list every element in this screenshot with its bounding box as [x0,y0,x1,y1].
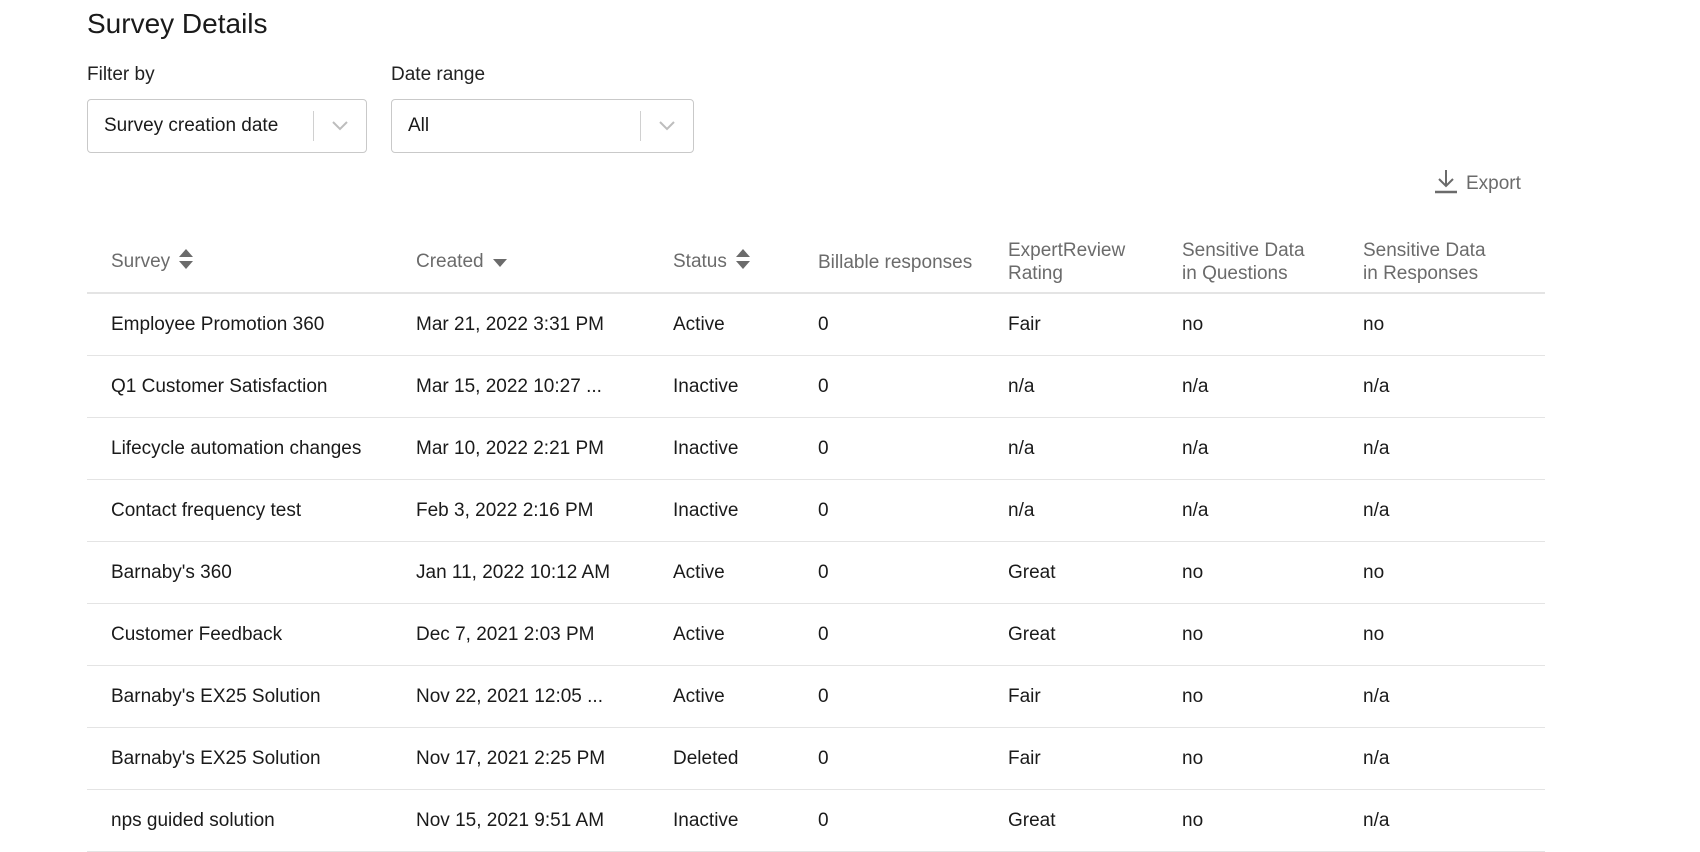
status-cell: Active [673,603,818,666]
chevron-down-icon[interactable] [314,120,366,132]
sensitive-data-questions-cell: n/a [1182,355,1363,418]
sensitive-data-questions-cell: no [1182,541,1363,604]
filter-by-label: Filter by [87,64,155,85]
table-row[interactable]: Barnaby's EX25 Solution Nov 22, 2021 12:0… [87,665,1545,728]
column-header-billable: Billable responses [818,232,1008,294]
table-header-row: Survey Created Status Billable responses… [87,232,1545,294]
sort-icon [735,248,751,276]
sort-icon [178,248,194,276]
sensitive-data-responses-cell: n/a [1363,355,1545,418]
table-row[interactable]: Q1 Customer Satisfaction Mar 15, 2022 10:… [87,355,1545,418]
billable-responses-cell: 0 [818,417,1008,480]
sort-descending-icon [492,251,508,274]
expert-review-rating-cell: n/a [1008,355,1182,418]
sensitive-data-questions-cell: no [1182,789,1363,852]
sensitive-data-responses-cell: n/a [1363,417,1545,480]
status-cell: Active [673,293,818,356]
billable-responses-cell: 0 [818,479,1008,542]
sensitive-data-questions-cell: no [1182,603,1363,666]
expert-review-rating-cell: Great [1008,603,1182,666]
created-date-cell: Nov 22, 2021 12:05 ... [416,665,673,728]
export-button[interactable]: Export [1434,168,1521,200]
survey-name-cell: Barnaby's EX25 Solution [87,665,416,728]
survey-name-cell: Employee Promotion 360 [87,293,416,356]
column-header-sensitive-questions: Sensitive Data in Questions [1182,232,1363,294]
survey-name-cell: Barnaby's EX25 Solution [87,727,416,790]
sensitive-data-questions-cell: no [1182,293,1363,356]
status-cell: Inactive [673,417,818,480]
page-title: Survey Details [87,8,268,39]
sensitive-data-responses-cell: n/a [1363,727,1545,790]
sensitive-data-responses-cell: no [1363,293,1545,356]
created-date-cell: Mar 21, 2022 3:31 PM [416,293,673,356]
expert-review-rating-cell: Great [1008,541,1182,604]
sensitive-data-questions-cell: no [1182,727,1363,790]
download-icon [1434,168,1458,200]
select-divider [640,111,641,141]
survey-name-cell: Contact frequency test [87,479,416,542]
expert-review-rating-cell: Great [1008,789,1182,852]
status-cell: Inactive [673,789,818,852]
table-row[interactable]: Barnaby's EX25 Solution Nov 17, 2021 2:25… [87,727,1545,790]
survey-name-cell: Barnaby's 360 [87,541,416,604]
table-row[interactable]: nps guided solution Nov 15, 2021 9:51 AM I… [87,789,1545,852]
status-cell: Deleted [673,727,818,790]
sensitive-data-responses-cell: n/a [1363,789,1545,852]
billable-responses-cell: 0 [818,293,1008,356]
sensitive-data-questions-cell: n/a [1182,417,1363,480]
created-date-cell: Mar 10, 2022 2:21 PM [416,417,673,480]
date-range-value: All [408,115,430,136]
date-range-select[interactable]: All [391,99,694,153]
expert-review-rating-cell: Fair [1008,727,1182,790]
filter-by-select[interactable]: Survey creation date [87,99,367,153]
column-header-sensitive-responses: Sensitive Data in Responses [1363,232,1545,294]
table-row[interactable]: Employee Promotion 360 Mar 21, 2022 3:31 … [87,293,1545,356]
expert-review-rating-cell: Fair [1008,665,1182,728]
billable-responses-cell: 0 [818,665,1008,728]
status-cell: Inactive [673,355,818,418]
survey-name-cell: Customer Feedback [87,603,416,666]
expert-review-rating-cell: Fair [1008,293,1182,356]
chevron-down-icon[interactable] [641,120,693,132]
date-range-label: Date range [391,64,486,85]
table-row[interactable]: Customer Feedback Dec 7, 2021 2:03 PM Acti… [87,603,1545,666]
created-date-cell: Jan 11, 2022 10:12 AM [416,541,673,604]
created-date-cell: Nov 17, 2021 2:25 PM [416,727,673,790]
billable-responses-cell: 0 [818,355,1008,418]
sensitive-data-responses-cell: no [1363,541,1545,604]
sensitive-data-responses-cell: n/a [1363,665,1545,728]
survey-name-cell: nps guided solution [87,789,416,852]
sensitive-data-questions-cell: n/a [1182,479,1363,542]
status-cell: Active [673,665,818,728]
billable-responses-cell: 0 [818,541,1008,604]
billable-responses-cell: 0 [818,727,1008,790]
export-label: Export [1466,173,1521,194]
table-row[interactable]: Contact frequency test Feb 3, 2022 2:16 P… [87,479,1545,542]
sensitive-data-questions-cell: no [1182,665,1363,728]
filter-by-value: Survey creation date [104,115,279,136]
sensitive-data-responses-cell: n/a [1363,479,1545,542]
created-date-cell: Mar 15, 2022 10:27 ... [416,355,673,418]
column-header-status[interactable]: Status [673,232,818,294]
billable-responses-cell: 0 [818,789,1008,852]
select-divider [313,111,314,141]
expert-review-rating-cell: n/a [1008,479,1182,542]
billable-responses-cell: 0 [818,603,1008,666]
created-date-cell: Nov 15, 2021 9:51 AM [416,789,673,852]
survey-name-cell: Q1 Customer Satisfaction [87,355,416,418]
status-cell: Inactive [673,479,818,542]
survey-name-cell: Lifecycle automation changes [87,417,416,480]
column-header-expert-review: ExpertReview Rating [1008,232,1182,294]
created-date-cell: Dec 7, 2021 2:03 PM [416,603,673,666]
status-cell: Active [673,541,818,604]
expert-review-rating-cell: n/a [1008,417,1182,480]
table-row[interactable]: Lifecycle automation changes Mar 10, 2022… [87,417,1545,480]
column-header-survey[interactable]: Survey [87,232,416,294]
table-row[interactable]: Barnaby's 360 Jan 11, 2022 10:12 AM Active… [87,541,1545,604]
column-header-created[interactable]: Created [416,232,673,294]
survey-table: Survey Created Status Billable responses… [87,232,1545,852]
sensitive-data-responses-cell: no [1363,603,1545,666]
created-date-cell: Feb 3, 2022 2:16 PM [416,479,673,542]
